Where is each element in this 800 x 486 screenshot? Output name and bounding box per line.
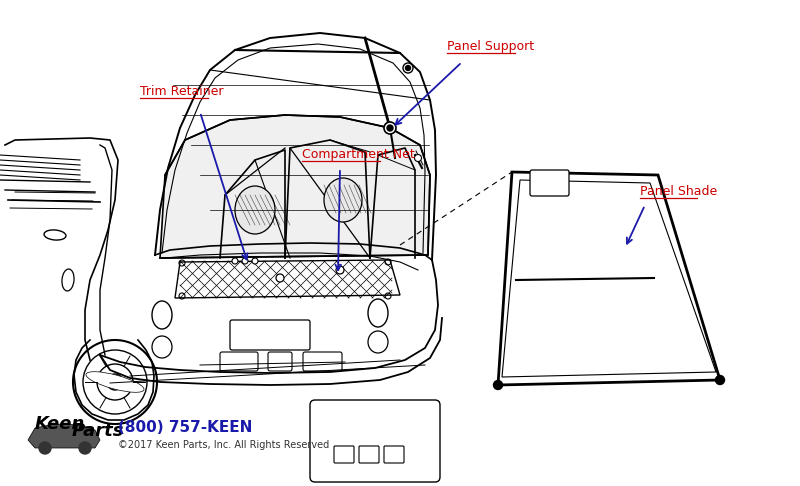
Circle shape xyxy=(79,442,91,454)
FancyBboxPatch shape xyxy=(220,352,258,371)
Text: Panel Shade: Panel Shade xyxy=(640,185,718,198)
Ellipse shape xyxy=(62,269,74,291)
Ellipse shape xyxy=(86,372,144,392)
Circle shape xyxy=(242,258,248,264)
Circle shape xyxy=(97,364,133,400)
Circle shape xyxy=(276,274,284,282)
Polygon shape xyxy=(502,180,716,377)
Polygon shape xyxy=(28,424,100,448)
Ellipse shape xyxy=(324,178,362,222)
Circle shape xyxy=(39,442,51,454)
Text: Keen: Keen xyxy=(35,415,86,433)
FancyBboxPatch shape xyxy=(303,352,342,371)
Circle shape xyxy=(232,258,238,264)
Circle shape xyxy=(336,266,344,274)
Polygon shape xyxy=(160,115,430,258)
Circle shape xyxy=(107,374,123,390)
Ellipse shape xyxy=(152,301,172,329)
Circle shape xyxy=(384,122,396,134)
FancyBboxPatch shape xyxy=(384,446,404,463)
Circle shape xyxy=(387,125,393,131)
FancyBboxPatch shape xyxy=(530,170,569,196)
Text: Parts: Parts xyxy=(72,422,125,440)
FancyBboxPatch shape xyxy=(310,400,440,482)
Ellipse shape xyxy=(368,331,388,353)
Circle shape xyxy=(406,66,410,70)
Text: Compartment Net: Compartment Net xyxy=(302,148,414,161)
FancyBboxPatch shape xyxy=(359,446,379,463)
Text: Trim Retainer: Trim Retainer xyxy=(140,85,223,98)
Polygon shape xyxy=(175,260,400,298)
Ellipse shape xyxy=(152,336,172,358)
Circle shape xyxy=(73,340,157,424)
Text: (800) 757-KEEN: (800) 757-KEEN xyxy=(118,420,252,435)
Circle shape xyxy=(403,63,413,73)
FancyBboxPatch shape xyxy=(334,446,354,463)
Circle shape xyxy=(715,376,725,384)
Text: ©2017 Keen Parts, Inc. All Rights Reserved: ©2017 Keen Parts, Inc. All Rights Reserv… xyxy=(118,440,330,450)
Circle shape xyxy=(252,258,258,264)
Text: Panel Support: Panel Support xyxy=(447,40,534,53)
Ellipse shape xyxy=(368,299,388,327)
Ellipse shape xyxy=(44,230,66,240)
Ellipse shape xyxy=(235,186,275,234)
Polygon shape xyxy=(498,172,720,385)
FancyBboxPatch shape xyxy=(268,352,292,371)
Circle shape xyxy=(83,350,147,414)
Circle shape xyxy=(414,155,422,161)
FancyBboxPatch shape xyxy=(230,320,310,350)
Circle shape xyxy=(494,381,502,389)
